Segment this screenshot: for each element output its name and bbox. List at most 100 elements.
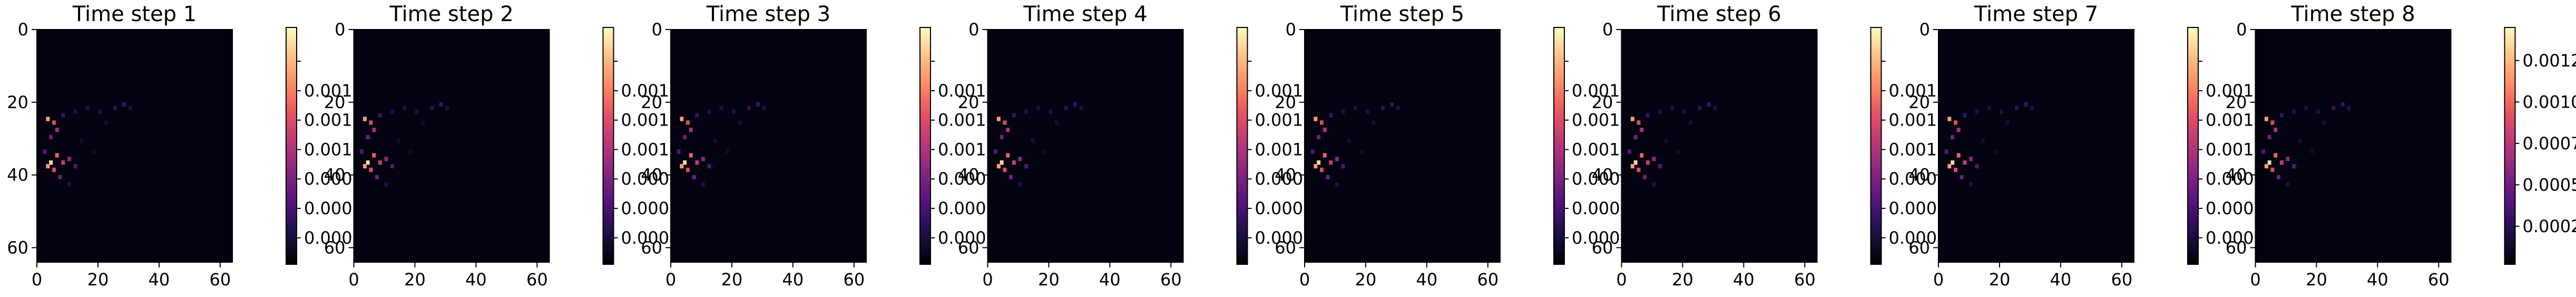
heatmap-cell bbox=[1018, 157, 1022, 161]
heatmap-cell bbox=[384, 182, 388, 187]
colorbar-tick-label: 0.000 bbox=[1889, 228, 1937, 248]
colorbar bbox=[2188, 27, 2198, 264]
colorbar-tick-label: 0.000 bbox=[1572, 228, 1620, 248]
heatmap-cell bbox=[2024, 102, 2028, 107]
y-tick-label: 60 bbox=[324, 237, 346, 257]
x-tick-label: 0 bbox=[665, 270, 676, 290]
heatmap-cell bbox=[1036, 106, 1041, 110]
x-tick-label: 60 bbox=[526, 270, 548, 290]
colorbar-tick-label: 0.000 bbox=[304, 198, 352, 218]
heatmap-cell bbox=[128, 106, 132, 110]
heatmap-cell bbox=[2316, 109, 2320, 114]
heatmap-cell bbox=[1359, 149, 1364, 154]
heatmap-background bbox=[2255, 30, 2451, 262]
y-tick-label: 40 bbox=[1908, 165, 1930, 185]
x-tick-label: 0 bbox=[1616, 270, 1627, 290]
heatmap-cell bbox=[46, 164, 50, 169]
colorbar-tick-label: 0.000 bbox=[2206, 169, 2254, 189]
colorbar-tick-label: 0.001 bbox=[2206, 139, 2254, 159]
y-tick-label: 0 bbox=[968, 20, 979, 40]
heatmap-cell bbox=[67, 182, 71, 187]
colorbar-tick-label: 0.001 bbox=[1572, 110, 1620, 130]
heatmap-cell bbox=[363, 117, 367, 121]
heatmap-cell bbox=[80, 138, 84, 143]
axes-frame bbox=[1938, 29, 2134, 263]
heatmap-cell bbox=[67, 157, 71, 161]
heatmap-cell bbox=[49, 160, 53, 165]
y-tick-label: 20 bbox=[1275, 92, 1296, 112]
heatmap-cell bbox=[1633, 160, 1638, 165]
axes-frame bbox=[353, 29, 550, 263]
heatmap-cell bbox=[58, 175, 62, 179]
heatmap-cell bbox=[1956, 153, 1961, 158]
x-tick-label: 60 bbox=[1160, 270, 1182, 290]
heatmap-cell bbox=[1628, 149, 1632, 154]
y-tick-label: 60 bbox=[1908, 237, 1930, 257]
colorbar-tick-label: 0.001 bbox=[304, 110, 352, 130]
axes-frame bbox=[670, 29, 867, 263]
heatmap-cells bbox=[43, 102, 132, 187]
heatmap-cell bbox=[1664, 138, 1668, 143]
heatmap-cell bbox=[1372, 120, 1376, 125]
heatmap-cell bbox=[1645, 113, 1650, 118]
heatmap-cell bbox=[1637, 120, 1641, 125]
heatmap-background bbox=[354, 30, 550, 262]
y-tick-label: 60 bbox=[7, 237, 28, 257]
heatmap-cell bbox=[747, 106, 751, 110]
x-tick-label: 20 bbox=[721, 270, 743, 290]
panel-title: Time step 3 bbox=[706, 2, 830, 26]
y-tick-label: 20 bbox=[324, 92, 346, 112]
heatmap-cell bbox=[439, 102, 443, 107]
colorbar-tick-label: 0.00050 bbox=[2523, 175, 2576, 195]
panel-title: Time step 5 bbox=[1340, 2, 1464, 26]
colorbar-tick-label: 0.001 bbox=[621, 81, 670, 101]
heatmap-cell bbox=[692, 175, 696, 179]
heatmap-cell bbox=[1630, 117, 1634, 121]
heatmap-cell bbox=[2292, 109, 2296, 114]
heatmap-cell bbox=[1987, 106, 1991, 110]
x-tick-label: 40 bbox=[2050, 270, 2072, 290]
heatmap-cell bbox=[1640, 153, 1644, 158]
heatmap-cell bbox=[1643, 175, 1647, 179]
y-tick-label: 40 bbox=[1592, 165, 1613, 185]
heatmap-cell bbox=[46, 117, 50, 121]
panel-title: Time step 7 bbox=[1974, 2, 2098, 26]
heatmap-cell bbox=[1317, 160, 1321, 165]
heatmap-cell bbox=[2270, 167, 2275, 173]
y-tick-label: 20 bbox=[1908, 92, 1930, 112]
heatmap-cell bbox=[996, 164, 1001, 169]
x-tick-label: 40 bbox=[149, 270, 170, 290]
colorbar-tick-label: 0.001 bbox=[304, 139, 352, 159]
heatmap-cell bbox=[1079, 106, 1083, 110]
heatmap-cell bbox=[1012, 113, 1016, 118]
x-tick-label: 20 bbox=[404, 270, 426, 290]
heatmap-cell bbox=[55, 153, 59, 158]
heatmap-cell bbox=[713, 138, 718, 143]
colorbar-tick-label: 0.00100 bbox=[2523, 92, 2576, 112]
heatmap-cell bbox=[1323, 153, 1327, 158]
colorbar-tick-label: 0.001 bbox=[621, 139, 670, 159]
heatmap-cell bbox=[1670, 106, 1674, 110]
colorbar bbox=[1870, 27, 1882, 264]
x-tick-label: 0 bbox=[982, 270, 993, 290]
heatmap-background bbox=[37, 30, 232, 262]
heatmap-cell bbox=[2332, 106, 2336, 110]
heatmap-cells bbox=[994, 102, 1083, 187]
panel-title: Time step 4 bbox=[1023, 2, 1147, 26]
heatmap-cell bbox=[756, 102, 760, 107]
heatmap-cell bbox=[1341, 109, 1345, 114]
colorbar-tick-label: 0.00025 bbox=[2523, 216, 2576, 236]
heatmap-cell bbox=[1319, 167, 1324, 173]
heatmap-cell bbox=[378, 160, 382, 165]
heatmap-cell bbox=[1993, 149, 1997, 154]
heatmap-cell bbox=[2279, 160, 2284, 165]
y-tick-label: 0 bbox=[1286, 20, 1296, 40]
colorbar-tick-label: 0.001 bbox=[1889, 81, 1937, 101]
heatmap-cell bbox=[1652, 182, 1656, 187]
heatmap-background bbox=[1938, 30, 2134, 262]
y-tick-label: 60 bbox=[958, 237, 980, 257]
heatmap-cell bbox=[372, 153, 376, 158]
heatmap-cell bbox=[92, 149, 96, 154]
